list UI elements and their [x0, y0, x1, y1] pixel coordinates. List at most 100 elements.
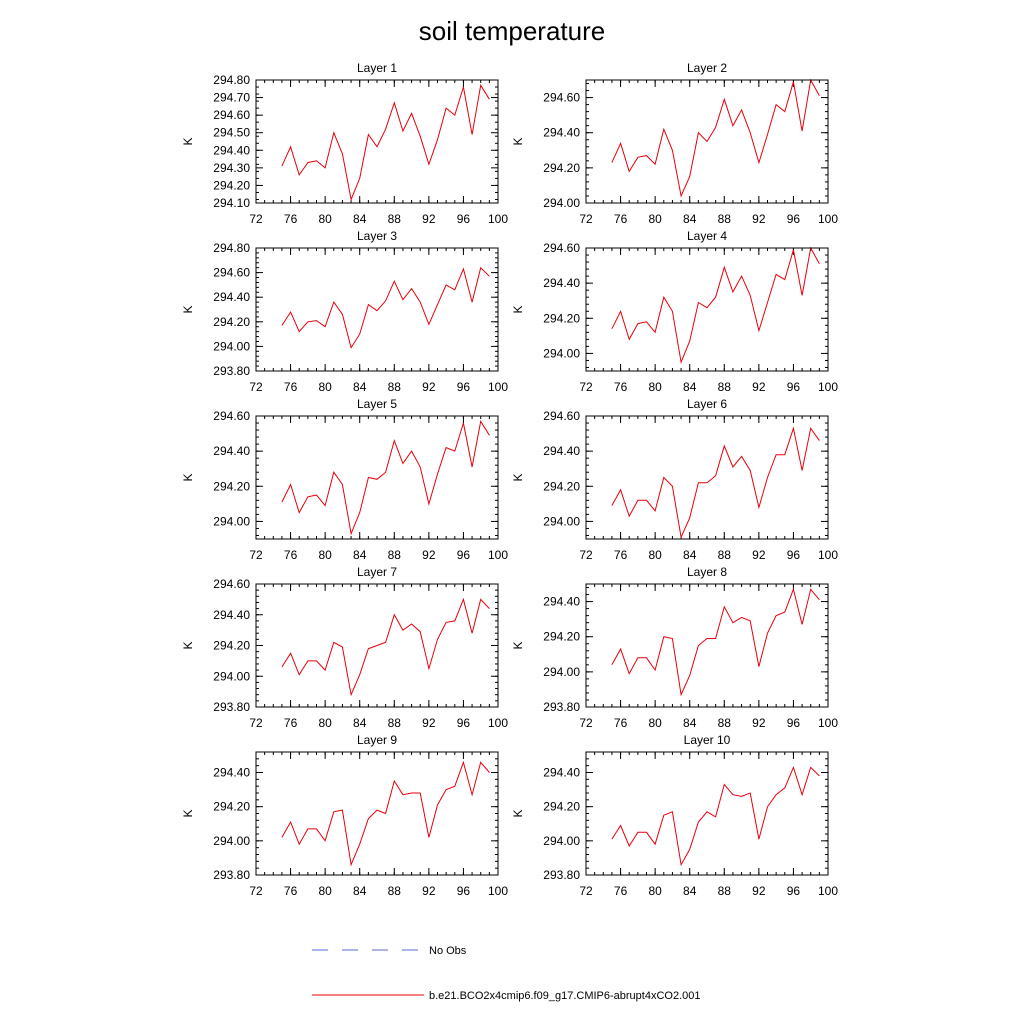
y-tick-label: 294.40: [543, 766, 580, 780]
y-tick-label: 293.80: [543, 700, 580, 714]
y-tick-label: 294.70: [213, 91, 250, 105]
plot-frame: [255, 247, 499, 372]
panel-grid: Layer 1 K 72 76 80 84 88 92 96 100 294.10 294.20 294…: [181, 61, 838, 898]
y-tick-label: 294.20: [543, 630, 580, 644]
y-tick-label: 294.20: [213, 178, 250, 192]
x-tick-label: 80: [648, 548, 662, 562]
y-tick-label: 294.00: [213, 339, 250, 353]
panel-layer-5: Layer 5 K 72 76 80 84 88 92 96 100 294.00 294.20 294…: [181, 397, 508, 562]
panel-title: Layer 6: [687, 397, 727, 411]
plot-frame: [255, 415, 499, 540]
series-line: [281, 266, 490, 349]
x-tick-label: 84: [683, 716, 697, 730]
y-axis-label: K: [511, 809, 525, 817]
x-tick-label: 92: [752, 884, 766, 898]
x-tick-label: 80: [648, 884, 662, 898]
plot-frame: [255, 751, 499, 876]
y-tick-label: 294.00: [543, 346, 580, 360]
y-tick-label: 294.20: [543, 479, 580, 493]
x-tick-label: 84: [353, 884, 367, 898]
y-tick-label: 294.20: [213, 639, 250, 653]
x-tick-label: 84: [683, 884, 697, 898]
panel-layer-10: Layer 10 K 72 76 80 84 88 92 96 100 293.80 294.00 29…: [511, 733, 838, 898]
x-tick-label: 80: [318, 716, 332, 730]
series-line: [611, 765, 820, 867]
y-tick-label: 294.60: [543, 91, 580, 105]
x-tick-label: 72: [579, 380, 593, 394]
y-axis-label: K: [181, 305, 195, 313]
x-tick-label: 76: [284, 212, 298, 226]
x-tick-label: 84: [353, 548, 367, 562]
series-line: [611, 426, 820, 539]
x-tick-label: 96: [457, 380, 471, 394]
y-tick-label: 294.20: [213, 800, 250, 814]
legend-model-label: b.e21.BCO2x4cmip6.f09_g17.CMIP6-abrupt4x…: [429, 990, 701, 1002]
panel-title: Layer 2: [687, 61, 727, 75]
x-tick-label: 96: [787, 548, 801, 562]
panel-title: Layer 9: [357, 733, 397, 747]
panel-title: Layer 4: [687, 229, 727, 243]
x-tick-label: 72: [579, 716, 593, 730]
panel-title: Layer 10: [684, 733, 731, 747]
y-axis-label: K: [181, 473, 195, 481]
x-tick-label: 72: [249, 380, 263, 394]
x-tick-label: 96: [787, 212, 801, 226]
y-tick-label: 294.60: [213, 108, 250, 122]
y-axis-label: K: [181, 809, 195, 817]
y-axis-label: K: [181, 137, 195, 145]
x-tick-label: 80: [648, 716, 662, 730]
x-tick-label: 92: [752, 548, 766, 562]
y-tick-label: 294.60: [543, 409, 580, 423]
x-tick-label: 88: [388, 716, 402, 730]
y-tick-label: 294.60: [543, 241, 580, 255]
plot-frame: [585, 751, 829, 876]
panel-layer-7: Layer 7 K 72 76 80 84 88 92 96 100 293.80 294.00 294…: [181, 565, 508, 730]
y-axis-label: K: [511, 305, 525, 313]
x-tick-label: 88: [718, 884, 732, 898]
x-tick-label: 76: [284, 548, 298, 562]
legend-no-obs-label: No Obs: [429, 945, 467, 957]
x-tick-label: 80: [318, 212, 332, 226]
x-tick-label: 80: [318, 380, 332, 394]
y-tick-label: 293.80: [213, 700, 250, 714]
x-tick-label: 96: [787, 884, 801, 898]
panel-title: Layer 1: [357, 61, 397, 75]
x-tick-label: 80: [648, 380, 662, 394]
plot-frame: [255, 583, 499, 708]
x-tick-label: 76: [284, 884, 298, 898]
x-tick-label: 72: [249, 884, 263, 898]
x-tick-label: 84: [683, 212, 697, 226]
y-tick-label: 294.00: [543, 196, 580, 210]
plot-frame: [585, 247, 829, 372]
x-tick-label: 92: [752, 716, 766, 730]
x-tick-label: 84: [353, 212, 367, 226]
x-tick-label: 88: [718, 380, 732, 394]
x-tick-label: 76: [614, 212, 628, 226]
x-tick-label: 80: [648, 212, 662, 226]
x-tick-label: 92: [422, 884, 436, 898]
x-tick-label: 92: [752, 380, 766, 394]
x-tick-label: 96: [457, 548, 471, 562]
x-tick-label: 80: [318, 548, 332, 562]
x-tick-label: 72: [579, 884, 593, 898]
y-tick-label: 294.20: [213, 479, 250, 493]
y-tick-label: 294.40: [213, 143, 250, 157]
x-tick-label: 92: [422, 716, 436, 730]
panel-layer-6: Layer 6 K 72 76 80 84 88 92 96 100 294.00 294.20 294…: [511, 397, 838, 562]
y-tick-label: 294.60: [213, 266, 250, 280]
x-tick-label: 76: [614, 548, 628, 562]
y-tick-label: 294.30: [213, 161, 250, 175]
y-tick-label: 294.80: [213, 241, 250, 255]
y-tick-label: 294.20: [543, 161, 580, 175]
x-tick-label: 88: [718, 212, 732, 226]
x-tick-label: 72: [249, 212, 263, 226]
x-tick-label: 72: [579, 212, 593, 226]
x-tick-label: 84: [683, 380, 697, 394]
series-line: [281, 760, 490, 867]
panel-title: Layer 7: [357, 565, 397, 579]
x-tick-label: 84: [683, 548, 697, 562]
y-axis-label: K: [511, 641, 525, 649]
x-tick-label: 100: [818, 884, 838, 898]
panel-layer-2: Layer 2 K 72 76 80 84 88 92 96 100 294.00 294.20 294…: [511, 61, 838, 226]
